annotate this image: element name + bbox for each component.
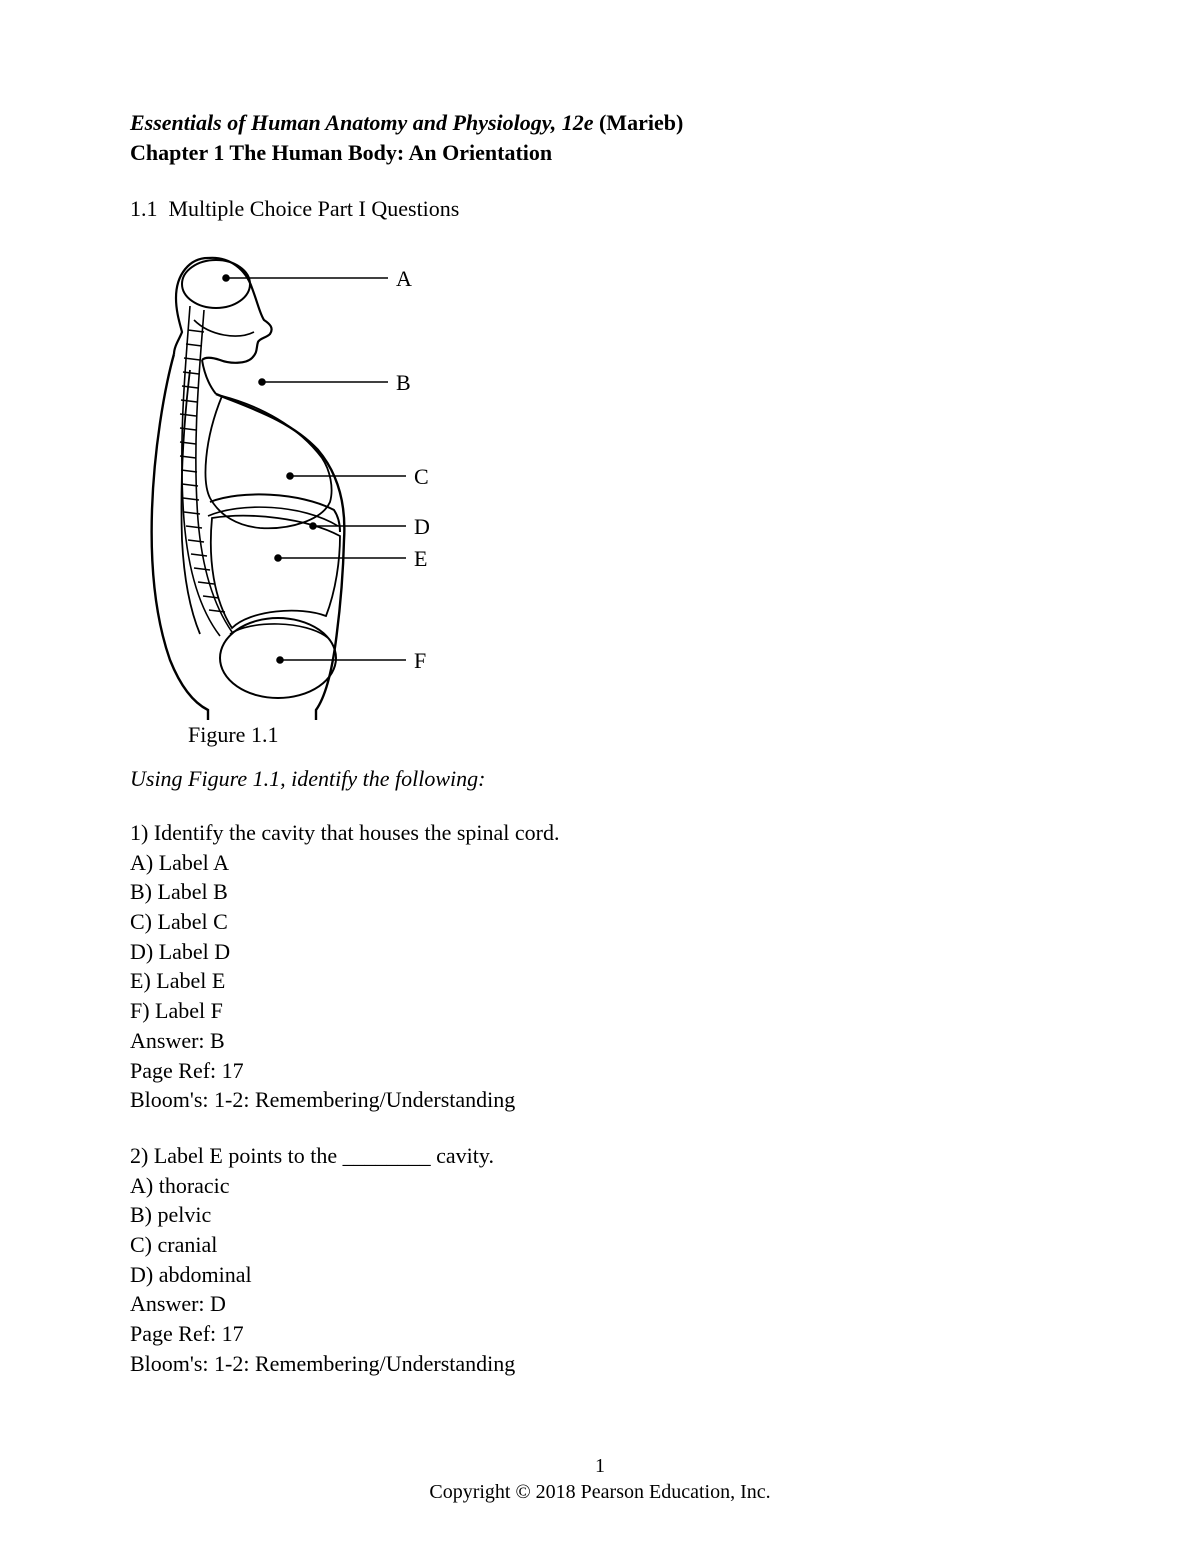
chapter-title: Chapter 1 The Human Body: An Orientation — [130, 140, 1070, 166]
q1-option-d: D) Label D — [130, 937, 1070, 967]
q1-blooms: Bloom's: 1-2: Remembering/Understanding — [130, 1085, 1070, 1115]
q1-option-b: B) Label B — [130, 877, 1070, 907]
q1-option-f: F) Label F — [130, 996, 1070, 1026]
question-2: 2) Label E points to the ________ cavity… — [130, 1141, 1070, 1379]
document-page: Essentials of Human Anatomy and Physiolo… — [0, 0, 1200, 1553]
q2-option-b: B) pelvic — [130, 1200, 1070, 1230]
q1-page-ref: Page Ref: 17 — [130, 1056, 1070, 1086]
book-title-italic: Essentials of Human Anatomy and Physiolo… — [130, 110, 593, 135]
q2-option-a: A) thoracic — [130, 1171, 1070, 1201]
q2-blooms: Bloom's: 1-2: Remembering/Understanding — [130, 1349, 1070, 1379]
q2-option-d: D) abdominal — [130, 1260, 1070, 1290]
q2-page-ref: Page Ref: 17 — [130, 1319, 1070, 1349]
figure-caption: Figure 1.1 — [188, 722, 1070, 748]
anatomy-figure: A B C D E F — [130, 240, 440, 720]
q1-option-c: C) Label C — [130, 907, 1070, 937]
q1-option-a: A) Label A — [130, 848, 1070, 878]
section-title: Multiple Choice Part I Questions — [169, 196, 460, 221]
section-number: 1.1 — [130, 196, 158, 221]
figure-label-f: F — [414, 648, 426, 673]
copyright: Copyright © 2018 Pearson Education, Inc. — [0, 1479, 1200, 1505]
page-footer: 1 Copyright © 2018 Pearson Education, In… — [0, 1453, 1200, 1505]
figure-label-d: D — [414, 514, 430, 539]
book-title: Essentials of Human Anatomy and Physiolo… — [130, 110, 1070, 136]
book-title-suffix: (Marieb) — [593, 110, 683, 135]
q1-option-e: E) Label E — [130, 966, 1070, 996]
q2-option-c: C) cranial — [130, 1230, 1070, 1260]
section-heading: 1.1 Multiple Choice Part I Questions — [130, 196, 1070, 222]
figure-block: A B C D E F — [130, 240, 1070, 748]
figure-instruction: Using Figure 1.1, identify the following… — [130, 766, 1070, 792]
q2-answer: Answer: D — [130, 1289, 1070, 1319]
q1-stem: 1) Identify the cavity that houses the s… — [130, 818, 1070, 848]
page-number: 1 — [0, 1453, 1200, 1479]
figure-label-c: C — [414, 464, 429, 489]
question-1: 1) Identify the cavity that houses the s… — [130, 818, 1070, 1115]
figure-label-b: B — [396, 370, 411, 395]
q2-stem: 2) Label E points to the ________ cavity… — [130, 1141, 1070, 1171]
q1-answer: Answer: B — [130, 1026, 1070, 1056]
figure-label-a: A — [396, 266, 412, 291]
figure-label-e: E — [414, 546, 427, 571]
